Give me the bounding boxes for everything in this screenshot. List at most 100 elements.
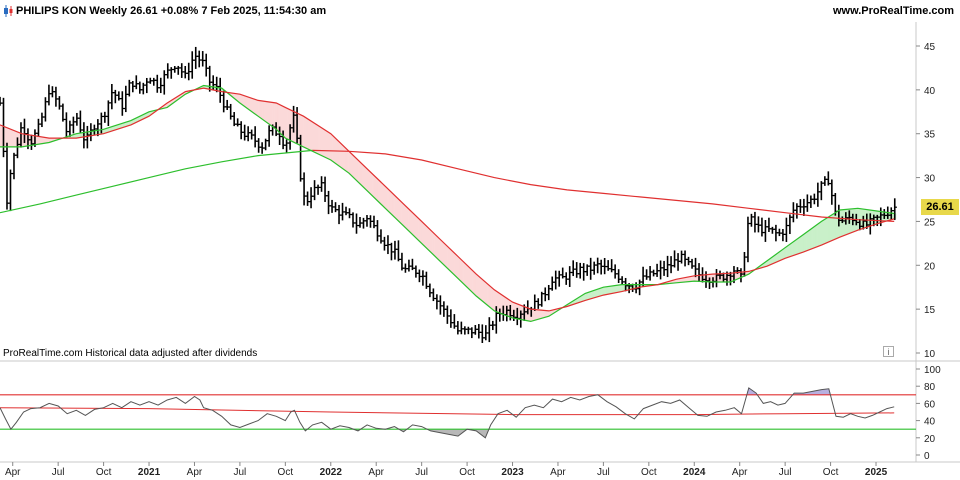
ma-fill-segment [445, 243, 448, 269]
ohlc-bar [333, 202, 338, 213]
ohlc-bar [183, 65, 188, 79]
ma-fill-segment [839, 209, 842, 238]
ma-fill-segment [592, 289, 595, 299]
ma-fill-segment [303, 115, 306, 149]
ma-fill-segment [385, 185, 388, 211]
ma-fill-area [0, 85, 897, 322]
ma-fill-segment [534, 309, 537, 321]
ohlc-bar [57, 96, 62, 110]
ohlc-bar [686, 256, 691, 266]
ohlc-bar [434, 294, 440, 310]
ma-fill-segment [488, 284, 491, 309]
ma-fill-segment [597, 288, 601, 298]
ma-fill-segment [379, 180, 382, 206]
ma-fill-segment [590, 290, 593, 300]
ohlc-bar [752, 211, 758, 233]
ohlc-bar [815, 182, 821, 207]
ma-fill-segment [823, 218, 826, 245]
ohlc-bar [204, 53, 209, 77]
ma-fill-segment [514, 302, 517, 319]
ma-fill-segment [290, 109, 293, 143]
ma-fill-segment [39, 136, 43, 145]
ohlc-bar [134, 75, 139, 90]
ma-fill-segment [821, 219, 824, 246]
ma-fill-segment [441, 240, 444, 265]
ma-fill-segment [41, 136, 44, 144]
ma-fill-segment [365, 166, 368, 192]
ma-fill-segment [36, 135, 39, 145]
ma-fill-segment [828, 215, 831, 243]
ma-fill-segment [405, 205, 408, 230]
ma-fill-segment [328, 132, 332, 161]
ohlc-bar [557, 270, 562, 287]
data-notice: ProRealTime.com Historical data adjusted… [3, 348, 258, 359]
ma-fill-segment [305, 116, 308, 150]
ma-fill-segment [417, 217, 421, 243]
ohlc-bar [658, 260, 663, 280]
ma-fill-segment [599, 287, 602, 297]
ma-fill-segment [790, 241, 793, 257]
ma-fill-segment [485, 281, 488, 306]
ohlc-bar [431, 288, 436, 302]
info-button[interactable]: i [883, 346, 894, 357]
osc-tick-label: 80 [924, 382, 936, 393]
ohlc-bar [354, 213, 359, 234]
ma-fill-segment [443, 241, 446, 267]
ma-fill-segment [346, 148, 350, 174]
ma-fill-segment [454, 252, 457, 278]
ma-fill-segment [812, 226, 815, 249]
ma-fill-segment [459, 257, 462, 283]
ma-fill-segment [595, 288, 599, 298]
ohlc-bar [672, 250, 677, 268]
ma-fill-segment [37, 136, 41, 145]
ma-fill-segment [361, 162, 364, 188]
ma-fill-segment [450, 248, 453, 274]
osc-tick-label: 100 [924, 365, 941, 376]
ma-fill-segment [601, 286, 604, 296]
site-link[interactable]: www.ProRealTime.com [832, 5, 954, 17]
ma-line-red [312, 149, 895, 222]
ohlc-bar [371, 215, 377, 229]
time-tick-label: Jul [52, 467, 65, 478]
ma-fill-segment [21, 133, 24, 148]
ma-fill-segment [846, 208, 850, 235]
ma-fill-segment [354, 155, 357, 181]
ma-fill-segment [532, 309, 535, 322]
ohlc-bar [120, 91, 125, 116]
ma-fill-segment [272, 102, 275, 129]
time-tick-label: Oct [459, 467, 475, 478]
ohlc-bar [43, 97, 48, 122]
time-tick-label: Jul [234, 467, 247, 478]
ohlc-bar [357, 217, 363, 228]
ma-line-green [0, 84, 895, 323]
ohlc-bar [682, 250, 688, 267]
ma-fill-segment [306, 118, 310, 150]
ohlc-bar [791, 202, 796, 223]
ma-fill-segment [490, 286, 493, 310]
ohlc-bar [200, 51, 205, 67]
ma-fill-segment [343, 145, 346, 172]
ohlc-bar [420, 270, 426, 286]
ma-fill-segment [470, 268, 473, 294]
ma-fill-segment [246, 96, 250, 111]
time-tick-label: 2021 [138, 467, 161, 478]
price-tick-label: 45 [924, 42, 936, 53]
ma-fill-segment [325, 129, 328, 159]
time-tick-label: Oct [823, 467, 839, 478]
ohlc-bar [0, 96, 3, 106]
ohlc-bar [221, 90, 226, 113]
time-tick-label: Jul [779, 467, 792, 478]
ohlc-bar [284, 139, 289, 153]
ma-fill-segment [608, 285, 611, 295]
ma-fill-segment [383, 184, 386, 209]
ma-fill-segment [606, 286, 610, 295]
ma-fill-segment [43, 136, 46, 144]
price-tick-label: 40 [924, 86, 936, 97]
ohlc-bar [567, 266, 572, 287]
ohlc-bar [892, 198, 897, 221]
price-tick-label: 10 [924, 349, 936, 360]
ma-fill-segment [414, 213, 417, 239]
ma-fill-segment [537, 309, 541, 320]
ma-fill-segment [372, 173, 375, 199]
